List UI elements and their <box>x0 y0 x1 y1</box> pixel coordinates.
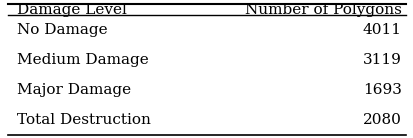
Text: Damage Level: Damage Level <box>17 3 126 17</box>
Text: Total Destruction: Total Destruction <box>17 113 150 127</box>
Text: Medium Damage: Medium Damage <box>17 53 148 67</box>
Text: Number of Polygons: Number of Polygons <box>244 3 401 17</box>
Text: 3119: 3119 <box>362 53 401 67</box>
Text: 1693: 1693 <box>362 83 401 97</box>
Text: No Damage: No Damage <box>17 23 107 37</box>
Text: 4011: 4011 <box>362 23 401 37</box>
Text: Major Damage: Major Damage <box>17 83 131 97</box>
Text: 2080: 2080 <box>362 113 401 127</box>
